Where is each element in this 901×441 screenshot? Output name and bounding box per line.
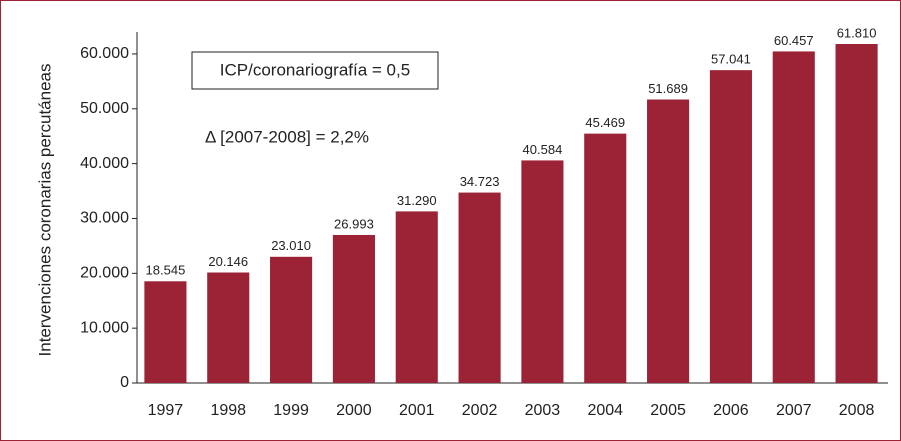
- y-tick-label: 60.000: [80, 45, 129, 62]
- x-tick-label: 1998: [210, 402, 246, 419]
- x-tick-label: 2007: [776, 402, 812, 419]
- x-tick-label: 2003: [525, 402, 561, 419]
- bar: [395, 211, 438, 383]
- y-tick-label: 0: [120, 374, 129, 391]
- y-axis-label: Intervenciones coronarias percutáneas: [35, 64, 54, 357]
- data-label: 23.010: [271, 238, 311, 253]
- data-label: 51.689: [648, 81, 688, 96]
- x-tick-label: 2008: [839, 402, 875, 419]
- y-tick-label: 50.000: [80, 100, 129, 117]
- data-label: 45.469: [585, 115, 625, 130]
- x-tick-label: 2006: [713, 402, 749, 419]
- data-label: 18.545: [146, 263, 186, 278]
- bar: [772, 51, 815, 383]
- bar: [647, 99, 690, 384]
- x-tick-label: 1997: [148, 402, 184, 419]
- x-tick-label: 2004: [587, 402, 623, 419]
- x-tick-label: 2001: [399, 402, 435, 419]
- bar: [584, 133, 627, 383]
- bar: [270, 256, 313, 383]
- bar: [521, 160, 564, 383]
- y-tick-label: 40.000: [80, 155, 129, 172]
- annotation-box: [191, 51, 439, 90]
- bar: [207, 272, 250, 383]
- y-tick-label: 10.000: [80, 319, 129, 336]
- data-label: 57.041: [711, 52, 751, 67]
- data-label: 31.290: [397, 193, 437, 208]
- bar: [458, 192, 501, 383]
- x-tick-label: 2005: [650, 402, 686, 419]
- data-label: 61.810: [837, 25, 877, 40]
- data-label: 34.723: [460, 174, 500, 189]
- x-tick-label: 2000: [336, 402, 372, 419]
- x-tick-label: 1999: [273, 402, 309, 419]
- y-tick-label: 30.000: [80, 210, 129, 227]
- data-label: 60.457: [774, 33, 814, 48]
- bar: [709, 70, 752, 383]
- annotation: ICP/coronariografía = 0,5: [220, 60, 410, 79]
- annotation: Δ [2007-2008] = 2,2%: [205, 127, 369, 146]
- bar: [144, 281, 187, 383]
- y-tick-label: 20.000: [80, 265, 129, 282]
- data-label: 40.584: [523, 142, 563, 157]
- x-tick-label: 2002: [462, 402, 498, 419]
- bar: [835, 44, 878, 384]
- data-label: 20.146: [208, 254, 248, 269]
- bar: [332, 234, 375, 383]
- data-label: 26.993: [334, 216, 374, 231]
